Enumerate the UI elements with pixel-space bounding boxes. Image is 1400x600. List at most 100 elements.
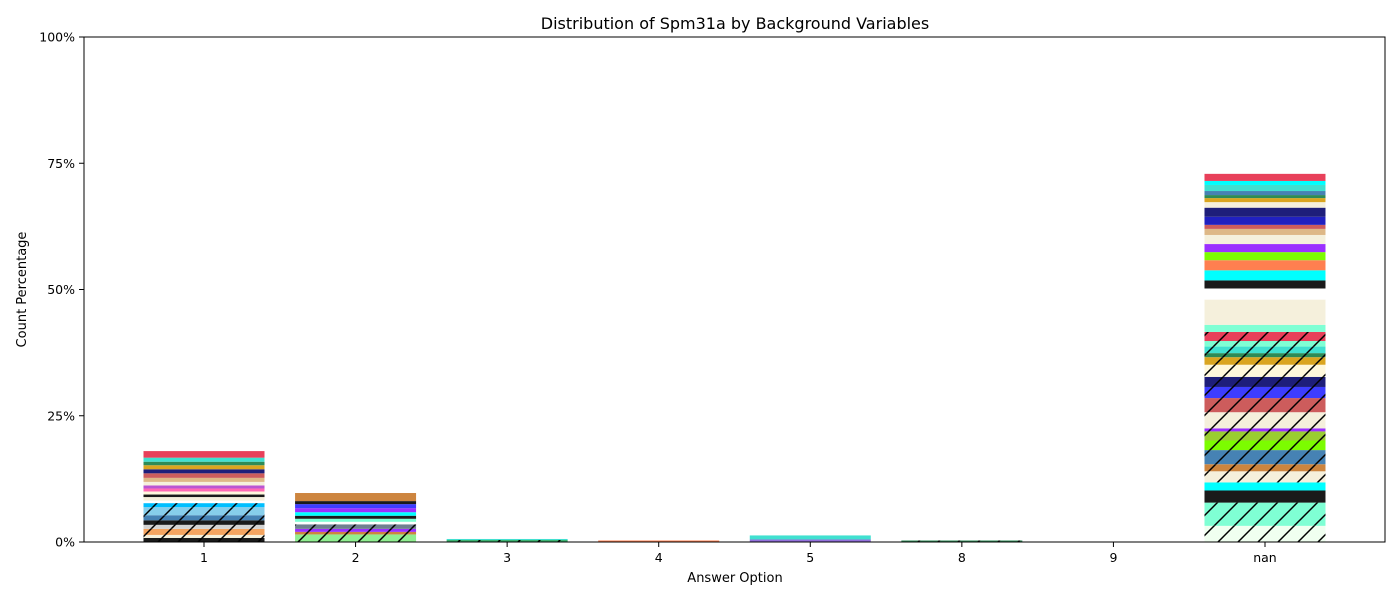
- bar-stack-5: [749, 535, 871, 542]
- bar-segment: [749, 535, 871, 540]
- bar-segment: [1204, 280, 1326, 289]
- bar-segment-hatch: [295, 534, 417, 542]
- bar-segment-hatch: [1204, 386, 1326, 399]
- x-axis: 1 2 3 4 5 8 9 nan: [200, 542, 1277, 565]
- bar-segment: [1204, 288, 1326, 300]
- bar-segment: [1204, 234, 1326, 245]
- bar-segment: [1204, 224, 1326, 229]
- bar-segment: [295, 508, 417, 513]
- bar-segment: [1204, 198, 1326, 203]
- bars-layer: [143, 173, 1326, 542]
- bar-segment: [1204, 490, 1326, 503]
- bar-segment: [143, 500, 265, 504]
- bar-segment: [295, 504, 417, 509]
- bar-segment-hatch: [143, 520, 265, 525]
- bar-segment-hatch: [1204, 346, 1326, 354]
- bar-segment-hatch: [143, 537, 265, 542]
- bar-segment: [143, 469, 265, 474]
- bar-segment-hatch: [1204, 450, 1326, 465]
- bar-segment-hatch: [295, 531, 417, 535]
- bar-segment: [1204, 228, 1326, 235]
- bar-segment: [295, 515, 417, 519]
- bar-segment: [143, 481, 265, 486]
- bar-segment: [1204, 260, 1326, 271]
- bar-stack-1: [143, 451, 265, 542]
- bar-segment: [1204, 216, 1326, 225]
- bar-segment: [1204, 244, 1326, 253]
- x-tick-label: 9: [1109, 550, 1117, 565]
- bar-segment: [1204, 184, 1326, 192]
- bar-segment: [143, 491, 265, 495]
- bar-segment: [1204, 207, 1326, 217]
- y-tick-label: 75%: [47, 156, 75, 171]
- bar-segment-hatch: [1204, 471, 1326, 483]
- bar-segment-hatch: [1204, 412, 1326, 429]
- x-tick-label: 3: [503, 550, 511, 565]
- bar-segment: [1204, 482, 1326, 491]
- bar-segment: [295, 512, 417, 516]
- bar-segment-hatch: [295, 528, 417, 532]
- bar-segment-hatch: [1204, 398, 1326, 413]
- bar-stack-8: [901, 540, 1023, 542]
- bar-segment: [1204, 270, 1326, 281]
- bar-segment-hatch: [143, 515, 265, 521]
- bar-segment: [143, 457, 265, 462]
- bar-segment: [749, 539, 871, 542]
- bar-segment: [143, 451, 265, 458]
- bar-segment-hatch: [1204, 331, 1326, 342]
- bar-segment-hatch: [1204, 357, 1326, 365]
- y-tick-label: 50%: [47, 282, 75, 297]
- bar-segment: [446, 538, 568, 540]
- bar-segment: [143, 485, 265, 489]
- bar-segment: [1204, 252, 1326, 261]
- x-axis-label: Answer Option: [687, 571, 782, 586]
- bar-segment: [1204, 180, 1326, 185]
- x-tick-label: 8: [958, 550, 966, 565]
- y-axis: 0% 25% 50% 75% 100%: [39, 30, 84, 550]
- bar-segment: [143, 461, 265, 466]
- bar-segment-hatch: [1204, 353, 1326, 358]
- bar-segment: [1204, 202, 1326, 208]
- bar-segment-hatch: [143, 503, 265, 508]
- bar-segment: [1204, 324, 1326, 332]
- bar-segment: [143, 488, 265, 492]
- y-tick-label: 0%: [55, 535, 75, 550]
- bar-segment-hatch: [143, 524, 265, 529]
- bar-segment-hatch: [1204, 525, 1326, 542]
- bar-segment: [1204, 195, 1326, 199]
- bar-segment-hatch: [143, 534, 265, 538]
- bar-segment: [1204, 191, 1326, 196]
- bar-segment-hatch: [446, 539, 568, 542]
- bar-segment-hatch: [143, 528, 265, 535]
- x-tick-label: 1: [200, 550, 208, 565]
- x-tick-label: 4: [655, 550, 663, 565]
- bar-stack-4: [598, 540, 720, 542]
- bar-segment-hatch: [295, 524, 417, 529]
- chart-title: Distribution of Spm31a by Background Var…: [541, 14, 929, 33]
- bar-segment: [143, 497, 265, 501]
- x-tick-label: nan: [1253, 550, 1277, 565]
- bar-segment-hatch: [1204, 341, 1326, 347]
- plot-frame: [83, 36, 1386, 543]
- bar-segment: [295, 521, 417, 525]
- bar-segment: [143, 473, 265, 478]
- y-tick-label: 100%: [39, 30, 75, 45]
- bar-segment: [295, 518, 417, 522]
- bar-segment: [143, 494, 265, 498]
- bar-segment-hatch: [1204, 502, 1326, 526]
- y-tick-label: 25%: [47, 408, 75, 423]
- bar-segment: [1204, 173, 1326, 181]
- bar-segment-hatch: [143, 507, 265, 516]
- bar-segment-hatch: [901, 540, 1023, 542]
- bar-segment: [295, 501, 417, 505]
- bar-segment-hatch: [1204, 364, 1326, 377]
- bar-segment: [143, 465, 265, 470]
- bar-segment-hatch: [1204, 428, 1326, 432]
- bar-segment-hatch: [1204, 376, 1326, 387]
- x-tick-label: 2: [352, 550, 360, 565]
- bar-segment: [143, 477, 265, 482]
- bar-segment-hatch: [1204, 440, 1326, 451]
- x-tick-label: 5: [806, 550, 814, 565]
- bar-stack-2: [295, 493, 417, 542]
